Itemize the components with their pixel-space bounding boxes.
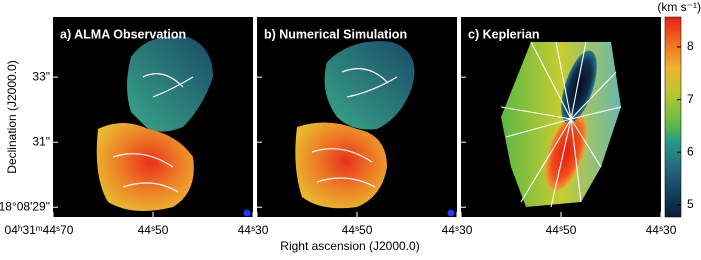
colorbar-tick-label: 7: [687, 92, 694, 106]
x-tick-label: 44ˢ30: [238, 223, 269, 237]
y-tick-label: 33": [32, 69, 50, 83]
colorbar-tick-label: 6: [687, 144, 694, 158]
x-tick-label: 44ˢ50: [138, 223, 169, 237]
x-tick-label: 44ˢ30: [646, 223, 677, 237]
panel-b: [257, 17, 457, 217]
x-tick-label: 04ʰ31ᵐ44ˢ70: [5, 223, 74, 237]
x-axis-label: Right ascension (J2000.0): [280, 239, 419, 253]
panel-title: c) Keplerian: [468, 27, 540, 41]
x-tick-label: 44ˢ50: [546, 223, 577, 237]
colorbar-label: (km s⁻¹): [657, 0, 701, 14]
y-axis-label: Declination (J2000.0): [5, 60, 19, 173]
y-tick-label: 31": [32, 134, 50, 148]
panel-title: a) ALMA Observation: [60, 27, 186, 41]
panel-c: [461, 17, 661, 217]
colorbar-tick-label: 8: [687, 39, 694, 53]
x-tick-label: 44ˢ30: [442, 223, 473, 237]
colorbar-tick-label: 5: [687, 197, 694, 211]
panel-a: [53, 17, 253, 217]
x-tick-label: 44ˢ50: [342, 223, 373, 237]
panel-title: b) Numerical Simulation: [264, 27, 407, 41]
y-tick-label: 18°08'29": [0, 199, 50, 213]
